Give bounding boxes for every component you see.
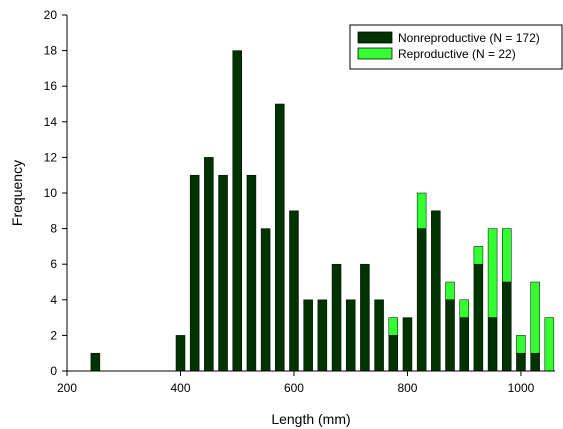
legend: Nonreproductive (N = 172) Reproductive (N… <box>350 25 562 69</box>
legend-label: Nonreproductive (N = 172) <box>398 31 540 45</box>
bar-reproductive <box>516 335 525 353</box>
bar-nonreproductive <box>332 264 341 371</box>
bar-nonreproductive <box>261 229 270 371</box>
y-tick-label: 0 <box>50 364 57 378</box>
bar-nonreproductive <box>431 211 440 371</box>
bar-nonreproductive <box>190 175 199 371</box>
bar-nonreproductive <box>389 335 398 371</box>
bar-nonreproductive <box>502 282 511 371</box>
bar-nonreproductive <box>531 353 540 371</box>
bar-nonreproductive <box>289 211 298 371</box>
bar-nonreproductive <box>318 300 327 371</box>
y-axis-title: Frequency <box>9 160 25 226</box>
bar-nonreproductive <box>247 175 256 371</box>
x-tick-label: 400 <box>170 381 190 395</box>
bar-reproductive <box>417 193 426 229</box>
bar-nonreproductive <box>91 353 100 371</box>
bar-nonreproductive <box>375 300 384 371</box>
bar-reproductive <box>460 300 469 318</box>
bar-reproductive <box>545 318 554 371</box>
bar-nonreproductive <box>219 175 228 371</box>
x-tick-label: 200 <box>57 381 77 395</box>
x-tick-label: 600 <box>284 381 304 395</box>
legend-swatch <box>358 48 392 59</box>
bar-nonreproductive <box>275 104 284 371</box>
bar-nonreproductive <box>360 264 369 371</box>
y-tick-label: 10 <box>44 186 58 200</box>
bar-nonreproductive <box>176 335 185 371</box>
y-tick-label: 4 <box>50 293 57 307</box>
y-tick-label: 2 <box>50 328 57 342</box>
y-tick-label: 14 <box>44 115 58 129</box>
bar-nonreproductive <box>233 51 242 371</box>
y-tick-label: 16 <box>44 79 58 93</box>
bar-nonreproductive <box>204 157 213 371</box>
y-tick-label: 8 <box>50 222 57 236</box>
x-tick-label: 1000 <box>508 381 535 395</box>
x-axis-title: Length (mm) <box>271 411 350 427</box>
bar-reproductive <box>389 318 398 336</box>
bar-reproductive <box>488 229 497 318</box>
bar-nonreproductive <box>304 300 313 371</box>
y-tick-label: 6 <box>50 257 57 271</box>
bar-nonreproductive <box>474 264 483 371</box>
y-tick-label: 18 <box>44 44 58 58</box>
bar-nonreproductive <box>417 229 426 371</box>
bar-reproductive <box>446 282 455 300</box>
bar-reproductive <box>474 246 483 264</box>
bar-reproductive <box>502 229 511 282</box>
y-ticks: 0 2 4 6 8 10 12 14 16 18 20 <box>44 8 67 378</box>
y-tick-label: 20 <box>44 8 58 22</box>
legend-swatch <box>358 32 392 43</box>
bars-layer <box>91 51 554 371</box>
bar-nonreproductive <box>488 318 497 371</box>
x-ticks: 200 400 600 800 1000 <box>57 371 535 395</box>
y-tick-label: 12 <box>44 150 58 164</box>
bar-nonreproductive <box>516 353 525 371</box>
bar-nonreproductive <box>346 300 355 371</box>
bar-nonreproductive <box>403 318 412 371</box>
x-tick-label: 800 <box>397 381 417 395</box>
bar-nonreproductive <box>460 318 469 371</box>
legend-label: Reproductive (N = 22) <box>398 47 516 61</box>
bar-nonreproductive <box>446 300 455 371</box>
bar-reproductive <box>531 282 540 353</box>
